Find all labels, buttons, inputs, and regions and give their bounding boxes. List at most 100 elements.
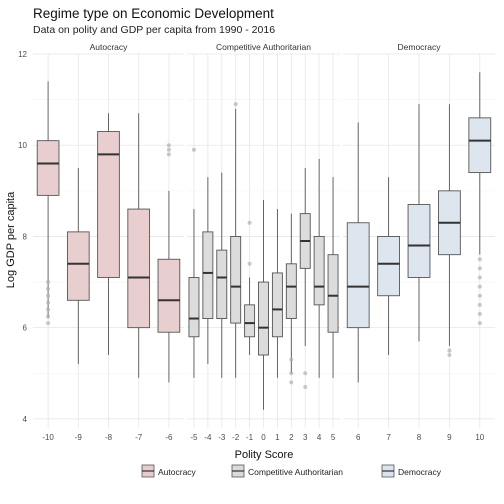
y-tick-label: 12 bbox=[18, 50, 27, 59]
strip-label: Competitive Authoritarian bbox=[216, 42, 311, 52]
outlier-point bbox=[303, 384, 308, 389]
outlier-point bbox=[447, 348, 452, 353]
chart-subtitle: Data on polity and GDP per capita from 1… bbox=[33, 24, 275, 36]
box-iqr bbox=[127, 208, 151, 329]
box--2 bbox=[230, 102, 242, 378]
box-9 bbox=[438, 104, 461, 358]
panel-competitive-authoritarian: Competitive Authoritarian -5 -4 -3 -2 -1 0 1 2 3 4… bbox=[187, 42, 340, 442]
y-axis-title: Log GDP per capita bbox=[5, 191, 17, 288]
outlier-point bbox=[166, 143, 171, 148]
outlier-point bbox=[46, 286, 51, 291]
outlier-point bbox=[289, 380, 294, 385]
x-tick-label: -10 bbox=[42, 433, 54, 442]
strip-label: Democracy bbox=[398, 42, 442, 52]
x-tick-label: 5 bbox=[331, 433, 336, 442]
box-iqr bbox=[66, 231, 90, 301]
x-axis-title: Polity Score bbox=[235, 449, 294, 461]
outlier-point bbox=[289, 357, 294, 362]
box-iqr bbox=[157, 258, 181, 333]
box-10 bbox=[468, 72, 492, 326]
x-tick-label: 7 bbox=[386, 433, 391, 442]
box-1 bbox=[271, 209, 283, 378]
outlier-point bbox=[477, 284, 482, 289]
outlier-point bbox=[477, 302, 482, 307]
outlier-point bbox=[477, 321, 482, 326]
y-tick-label: 10 bbox=[18, 141, 27, 150]
outlier-point bbox=[46, 280, 51, 285]
box-iqr bbox=[407, 204, 431, 278]
outlier-point bbox=[46, 293, 51, 298]
panel-democracy: Democracy 6 7 8 9 10 bbox=[343, 42, 495, 442]
box-iqr bbox=[36, 140, 60, 196]
outlier-point bbox=[447, 353, 452, 358]
panel-autocracy: Autocracy -10 -9 -8 -7 -6 bbox=[33, 42, 184, 442]
box--1 bbox=[244, 220, 256, 356]
x-tick-label: 3 bbox=[303, 433, 308, 442]
x-tick-label: 2 bbox=[289, 433, 294, 442]
x-tick-label: -6 bbox=[165, 433, 173, 442]
box--8 bbox=[97, 113, 120, 356]
legend-label: Autocracy bbox=[158, 467, 197, 477]
x-tick-label: -8 bbox=[105, 433, 113, 442]
x-tick-label: -5 bbox=[190, 433, 198, 442]
outlier-point bbox=[46, 307, 51, 312]
x-tick-label: -2 bbox=[232, 433, 240, 442]
x-tick-label: 4 bbox=[317, 433, 322, 442]
legend-label: Democracy bbox=[398, 467, 442, 477]
x-tick-label: -4 bbox=[204, 433, 212, 442]
box-iqr bbox=[285, 263, 297, 319]
x-tick-label: -3 bbox=[218, 433, 226, 442]
strip-label: Autocracy bbox=[90, 42, 129, 52]
box--4 bbox=[202, 177, 214, 365]
box-0 bbox=[258, 199, 269, 410]
outlier-point bbox=[477, 311, 482, 316]
outlier-point bbox=[233, 102, 238, 107]
outlier-point bbox=[477, 275, 482, 280]
box-8 bbox=[407, 104, 431, 342]
box--5 bbox=[188, 147, 200, 378]
x-tick-label: 8 bbox=[417, 433, 422, 442]
box-5 bbox=[327, 177, 339, 378]
x-tick-label: -1 bbox=[246, 433, 254, 442]
outlier-point bbox=[46, 314, 51, 319]
outlier-point bbox=[46, 321, 51, 326]
box-iqr bbox=[313, 235, 325, 306]
box--9 bbox=[66, 168, 90, 365]
box-iqr bbox=[258, 281, 269, 356]
x-tick-label: 9 bbox=[447, 433, 452, 442]
y-tick-label: 4 bbox=[23, 415, 28, 424]
x-tick-label: 6 bbox=[356, 433, 361, 442]
y-tick-label: 6 bbox=[23, 324, 28, 333]
x-tick-label: -7 bbox=[135, 433, 143, 442]
outlier-point bbox=[247, 261, 252, 266]
box-2 bbox=[285, 213, 297, 385]
box-iqr bbox=[468, 117, 492, 174]
outlier-point bbox=[303, 371, 308, 376]
outlier-point bbox=[166, 147, 171, 152]
box-iqr bbox=[216, 249, 228, 319]
box--7 bbox=[127, 113, 151, 378]
legend-item-competitive-authoritarian: Competitive Authoritarian bbox=[231, 464, 343, 478]
y-axis: 4 6 8 10 12 bbox=[18, 50, 27, 424]
outlier-point bbox=[289, 371, 294, 376]
box-iqr bbox=[271, 272, 283, 338]
box-7 bbox=[377, 177, 400, 356]
box-iqr bbox=[230, 235, 242, 324]
box-4 bbox=[313, 158, 325, 378]
x-tick-label: 10 bbox=[475, 433, 484, 442]
outlier-point bbox=[247, 220, 252, 225]
outlier-point bbox=[166, 152, 171, 157]
outlier-point bbox=[477, 257, 482, 262]
outlier-point bbox=[477, 266, 482, 271]
box--6 bbox=[157, 143, 181, 383]
legend: Autocracy Competitive Authoritarian Democr… bbox=[141, 464, 442, 478]
box--10 bbox=[36, 81, 60, 326]
box-iqr bbox=[202, 231, 214, 319]
outlier-point bbox=[191, 147, 196, 152]
legend-item-democracy: Democracy bbox=[381, 464, 442, 478]
y-tick-label: 8 bbox=[23, 232, 28, 241]
x-tick-label: 0 bbox=[261, 433, 266, 442]
chart-title: Regime type on Economic Development bbox=[33, 6, 274, 21]
